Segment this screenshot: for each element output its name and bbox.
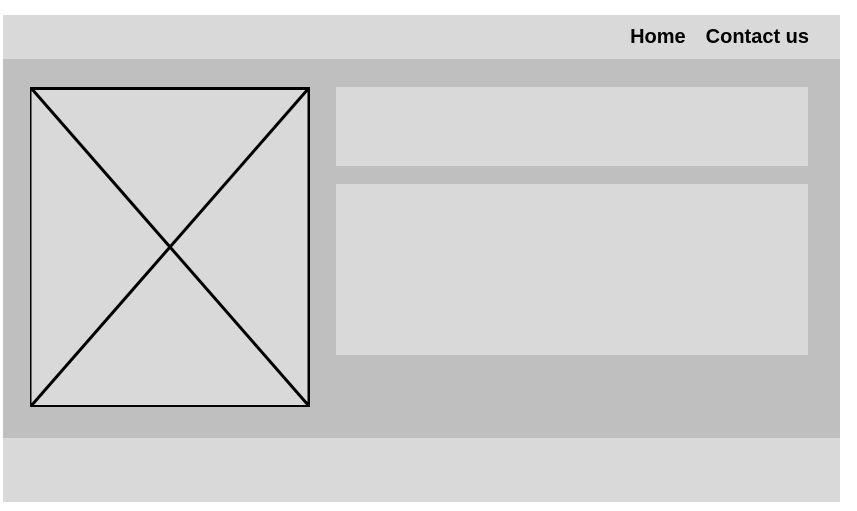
main-content-area (3, 59, 840, 438)
site-footer (3, 438, 840, 502)
site-header: Home Contact us (3, 15, 840, 59)
image-placeholder (30, 87, 310, 407)
contact-us-link[interactable]: Contact us (705, 26, 809, 48)
content-block-bottom (336, 184, 808, 355)
home-link[interactable]: Home (630, 26, 686, 48)
content-block-top (336, 87, 808, 166)
image-placeholder-icon (30, 87, 310, 407)
top-navigation: Home Contact us (630, 25, 809, 49)
